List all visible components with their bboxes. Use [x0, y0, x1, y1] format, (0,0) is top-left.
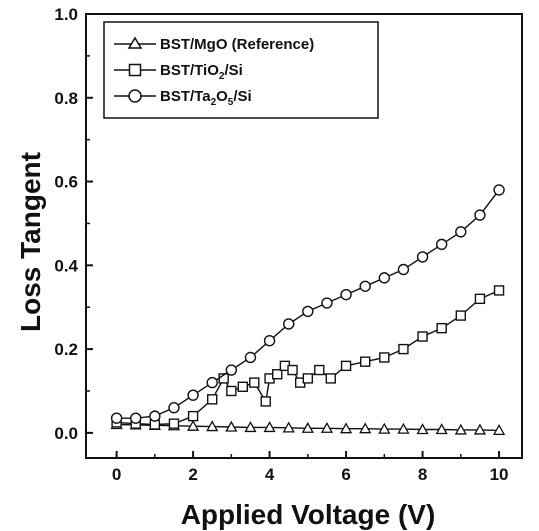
data-point: [189, 412, 198, 421]
data-point: [418, 332, 427, 341]
y-tick-label: 0.8: [54, 89, 78, 108]
data-point: [303, 374, 312, 383]
series-line: [117, 190, 500, 418]
data-point: [188, 390, 198, 400]
data-point: [360, 281, 370, 291]
data-point: [418, 252, 428, 262]
data-point: [342, 361, 351, 370]
data-point: [208, 395, 217, 404]
data-point: [226, 365, 236, 375]
data-point: [273, 370, 282, 379]
data-point: [361, 357, 370, 366]
y-tick-label: 0.6: [54, 173, 78, 192]
data-layer: [112, 185, 504, 434]
data-point: [303, 306, 313, 316]
data-point: [398, 265, 408, 275]
x-tick-label: 10: [490, 465, 509, 484]
data-point: [288, 366, 297, 375]
data-point: [227, 386, 236, 395]
data-point: [250, 378, 259, 387]
x-tick-label: 4: [265, 465, 275, 484]
data-point: [245, 352, 255, 362]
data-point: [437, 324, 446, 333]
legend-label-mgo: BST/MgO (Reference): [160, 36, 314, 53]
data-point: [326, 374, 335, 383]
circle-marker-icon: [129, 90, 141, 102]
data-point: [399, 345, 408, 354]
data-point: [112, 413, 122, 423]
data-point: [494, 185, 504, 195]
square-marker-icon: [130, 65, 141, 76]
data-point: [456, 311, 465, 320]
data-point: [169, 403, 179, 413]
x-tick-label: 8: [418, 465, 427, 484]
y-axis-title: Loss Tangent: [15, 152, 46, 332]
data-point: [261, 397, 270, 406]
legend: BST/MgO (Reference) BST/TiO2/Si BST/Ta2O…: [104, 22, 378, 118]
data-point: [341, 290, 351, 300]
data-point: [150, 411, 160, 421]
y-tick-label: 0.4: [54, 256, 78, 275]
x-tick-label: 2: [188, 465, 197, 484]
data-point: [131, 413, 141, 423]
data-point: [284, 319, 294, 329]
data-point: [475, 210, 485, 220]
data-point: [169, 419, 178, 428]
data-point: [315, 366, 324, 375]
data-point: [495, 286, 504, 295]
data-point: [437, 239, 447, 249]
x-tick-label: 6: [341, 465, 350, 484]
x-tick-label: 0: [112, 465, 121, 484]
data-point: [456, 227, 466, 237]
data-point: [238, 382, 247, 391]
y-tick-label: 0.0: [54, 424, 78, 443]
data-point: [380, 353, 389, 362]
y-tick-label: 1.0: [54, 5, 78, 24]
data-point: [207, 378, 217, 388]
data-point: [379, 273, 389, 283]
x-axis-title: Applied Voltage (V): [181, 499, 436, 530]
series-circle: [112, 185, 504, 423]
data-point: [265, 336, 275, 346]
data-point: [475, 294, 484, 303]
y-tick-label: 0.2: [54, 340, 78, 359]
data-point: [322, 298, 332, 308]
